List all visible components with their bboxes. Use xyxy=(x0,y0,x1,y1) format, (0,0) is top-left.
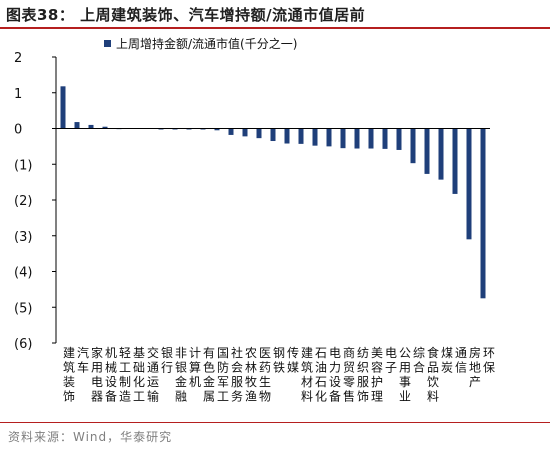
x-tick-label: 有色金属 xyxy=(203,346,215,404)
x-tick-label: 电力设备 xyxy=(329,346,341,404)
x-tick-label: 石油石化 xyxy=(315,346,327,404)
x-tick-label: 非银金融 xyxy=(175,346,187,404)
x-tick-label: 商贸零售 xyxy=(343,345,355,404)
x-tick-label: 银行 xyxy=(161,346,173,375)
x-tick-label: 建筑装饰 xyxy=(63,346,75,404)
bar xyxy=(480,128,486,299)
y-axis: 2 1 0 (1) (2) (3) (4) (5) (6) xyxy=(14,51,57,352)
x-tick-label: 美容护理 xyxy=(371,346,383,404)
source-note: 资料来源：Wind，华泰研究 xyxy=(8,430,173,444)
bar xyxy=(312,128,318,146)
x-tick-label: 家用电器 xyxy=(91,345,103,404)
bar xyxy=(354,128,360,149)
bar-chart: 2 1 0 (1) (2) (3) (4) (5) (6) 建筑装饰汽车家用电器机械设备轻工制造… xyxy=(14,36,495,404)
x-tick-label: 传媒 xyxy=(287,345,299,375)
bar xyxy=(438,128,444,180)
y-tick-label: (3) xyxy=(14,230,32,245)
bar xyxy=(102,126,108,129)
bar xyxy=(466,128,472,240)
y-tick-label: 0 xyxy=(14,123,22,138)
chart-title: 图表38： 上周建筑装饰、汽车增持额/流通市值居前 xyxy=(6,6,366,24)
bar xyxy=(340,128,346,149)
bar xyxy=(298,128,304,144)
bar xyxy=(382,128,388,149)
bar xyxy=(284,128,290,144)
title-divider xyxy=(0,27,550,29)
x-tick-label: 综合 xyxy=(413,346,425,375)
y-tick-label: (6) xyxy=(14,337,32,352)
x-tick-label: 煤炭 xyxy=(441,346,453,375)
y-tick-label: 1 xyxy=(14,87,22,102)
bar xyxy=(396,128,402,150)
bar xyxy=(214,128,220,131)
x-tick-label: 钢铁 xyxy=(273,346,285,375)
bar xyxy=(74,122,80,129)
title-bar: 图表38： 上周建筑装饰、汽车增持额/流通市值居前 xyxy=(0,0,550,27)
y-tick-label: (2) xyxy=(14,194,32,209)
x-tick-label: 医药生物 xyxy=(259,346,271,404)
x-axis: 建筑装饰汽车家用电器机械设备轻工制造基础化工交通运输银行非银金融计算机有色金属国… xyxy=(56,128,495,404)
x-tick-label: 汽车 xyxy=(77,345,89,375)
x-tick-label: 房地产 xyxy=(469,345,481,389)
y-tick-label: 2 xyxy=(14,51,22,66)
source-divider xyxy=(0,422,550,423)
bar xyxy=(368,128,374,149)
legend-label: 上周增持金额/流通市值(千分之一) xyxy=(116,36,297,51)
x-tick-label: 交通运输 xyxy=(147,345,159,404)
legend: 上周增持金额/流通市值(千分之一) xyxy=(104,36,297,51)
bar xyxy=(410,128,416,164)
x-tick-label: 环保 xyxy=(483,346,495,375)
bar xyxy=(228,128,234,135)
x-tick-label: 通信 xyxy=(455,346,467,375)
y-tick-label: (1) xyxy=(14,158,32,173)
x-tick-label: 机械设备 xyxy=(105,346,117,404)
bar xyxy=(242,128,248,137)
bar xyxy=(326,128,332,147)
x-tick-label: 国防军工 xyxy=(217,346,229,404)
x-tick-label: 电子 xyxy=(385,346,397,375)
y-tick-label: (5) xyxy=(14,301,32,316)
x-tick-label: 农林牧渔 xyxy=(245,346,257,404)
bar xyxy=(60,86,66,129)
bar xyxy=(88,124,94,129)
x-tick-label: 建筑材料 xyxy=(301,346,313,404)
y-tick-label: (4) xyxy=(14,266,32,281)
x-tick-label: 公用事业 xyxy=(399,346,411,404)
bar xyxy=(424,128,430,174)
bar xyxy=(256,128,262,139)
x-tick-label: 基础化工 xyxy=(133,346,145,404)
bar xyxy=(452,128,458,194)
legend-swatch xyxy=(104,40,111,47)
x-tick-label: 计算机 xyxy=(189,346,201,389)
x-tick-label: 社会服务 xyxy=(231,345,243,404)
x-tick-label: 食品饮料 xyxy=(427,345,439,404)
x-tick-label: 纺织服饰 xyxy=(357,346,369,404)
bars xyxy=(60,86,486,299)
x-tick-label: 轻工制造 xyxy=(119,346,131,404)
bar xyxy=(270,128,276,142)
